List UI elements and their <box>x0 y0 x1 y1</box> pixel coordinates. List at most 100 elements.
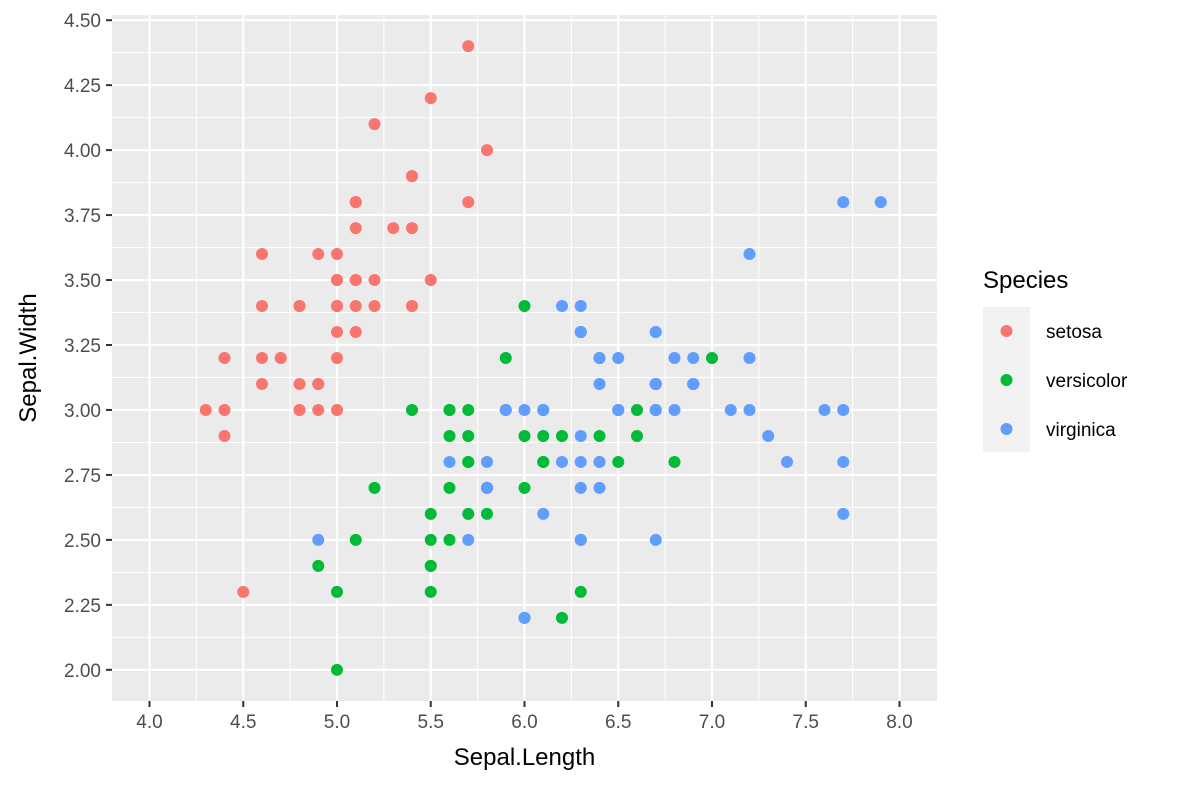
x-tick-label: 6.5 <box>605 712 631 733</box>
data-point-setosa <box>312 248 325 261</box>
data-point-setosa <box>293 403 306 416</box>
data-point-virginica <box>574 326 587 339</box>
data-point-virginica <box>574 429 587 442</box>
data-point-virginica <box>537 403 550 416</box>
data-point-virginica <box>574 300 587 313</box>
y-tick-label: 4.00 <box>64 141 101 162</box>
data-point-setosa <box>312 377 325 390</box>
data-point-virginica <box>874 196 887 209</box>
x-tick-label: 4.5 <box>230 712 256 733</box>
data-point-versicolor <box>312 559 325 572</box>
data-point-setosa <box>349 222 362 235</box>
data-point-versicolor <box>706 352 718 364</box>
data-point-setosa <box>331 326 343 339</box>
data-point-setosa <box>256 352 268 364</box>
data-point-setosa <box>331 274 343 287</box>
legend-key-setosa <box>1000 325 1013 337</box>
data-point-setosa <box>218 429 231 442</box>
x-tick-label: 8.0 <box>886 712 912 733</box>
data-point-virginica <box>837 455 850 468</box>
y-axis-title: Sepal.Width <box>15 293 42 422</box>
legend-label-setosa: setosa <box>1046 322 1102 343</box>
data-point-virginica <box>687 377 700 390</box>
data-point-setosa <box>368 274 381 287</box>
legend-key-versicolor <box>1000 374 1013 386</box>
data-point-virginica <box>593 455 606 468</box>
data-point-setosa <box>349 326 362 339</box>
data-point-virginica <box>612 352 625 364</box>
data-point-virginica <box>312 533 325 546</box>
data-point-virginica <box>443 455 456 468</box>
data-point-versicolor <box>331 585 343 598</box>
data-point-virginica <box>818 403 831 416</box>
y-tick-label: 4.50 <box>64 11 101 32</box>
x-tick-label: 6.0 <box>511 712 537 733</box>
x-tick-label: 5.0 <box>324 712 350 733</box>
data-point-virginica <box>668 352 681 364</box>
data-point-versicolor <box>462 507 475 520</box>
data-point-virginica <box>668 403 681 416</box>
data-point-virginica <box>518 611 531 624</box>
x-tick-label: 5.5 <box>418 712 444 733</box>
data-point-setosa <box>237 585 250 598</box>
data-point-setosa <box>368 118 381 131</box>
y-axis: 2.00 2.25 2.50 2.75 3.00 3.25 3.50 3.75 4.00 4.25… <box>64 11 112 682</box>
data-point-virginica <box>743 403 756 416</box>
data-point-setosa <box>406 170 418 183</box>
data-point-setosa <box>293 300 306 313</box>
data-point-virginica <box>481 455 493 468</box>
data-point-setosa <box>256 377 268 390</box>
data-point-versicolor <box>556 611 568 624</box>
data-point-setosa <box>331 352 343 364</box>
data-points <box>199 40 887 676</box>
y-tick-label: 3.25 <box>64 336 101 357</box>
data-point-virginica <box>781 455 793 468</box>
legend-label-virginica: virginica <box>1046 420 1116 441</box>
data-point-setosa <box>349 300 362 313</box>
data-point-versicolor <box>481 507 493 520</box>
data-point-versicolor <box>518 429 531 442</box>
data-point-versicolor <box>443 533 456 546</box>
data-point-virginica <box>837 403 850 416</box>
data-point-setosa <box>331 300 343 313</box>
data-point-virginica <box>556 300 568 313</box>
data-point-versicolor <box>556 429 568 442</box>
data-point-setosa <box>349 196 362 209</box>
data-point-versicolor <box>443 429 456 442</box>
y-tick-label: 2.50 <box>64 531 101 552</box>
data-point-versicolor <box>424 559 437 572</box>
data-point-versicolor <box>349 533 362 546</box>
data-point-versicolor <box>424 507 437 520</box>
legend: Species setosa versicolor virginica <box>983 267 1128 452</box>
data-point-virginica <box>593 481 606 494</box>
data-point-versicolor <box>443 481 456 494</box>
x-tick-label: 7.0 <box>699 712 725 733</box>
x-tick-label: 4.0 <box>136 712 162 733</box>
legend-items: setosa versicolor virginica <box>1000 322 1128 441</box>
x-axis: 4.0 4.5 5.0 5.5 6.0 6.5 7.0 7.5 8.0 <box>136 701 913 733</box>
y-tick-label: 3.00 <box>64 401 101 422</box>
data-point-setosa <box>349 274 362 287</box>
data-point-setosa <box>312 403 325 416</box>
data-point-setosa <box>199 403 212 416</box>
data-point-virginica <box>743 352 756 364</box>
data-point-virginica <box>593 377 606 390</box>
data-point-virginica <box>574 481 587 494</box>
data-point-virginica <box>837 196 850 209</box>
data-point-setosa <box>218 403 231 416</box>
data-point-virginica <box>837 507 850 520</box>
data-point-setosa <box>218 352 231 364</box>
data-point-setosa <box>406 222 418 235</box>
legend-label-versicolor: versicolor <box>1046 371 1128 392</box>
data-point-virginica <box>574 455 587 468</box>
data-point-virginica <box>518 403 531 416</box>
data-point-virginica <box>556 455 568 468</box>
data-point-virginica <box>499 403 512 416</box>
data-point-virginica <box>687 352 700 364</box>
data-point-versicolor <box>574 585 587 598</box>
data-point-versicolor <box>593 429 606 442</box>
data-point-versicolor <box>612 455 625 468</box>
data-point-virginica <box>612 403 625 416</box>
data-point-versicolor <box>443 403 456 416</box>
y-tick-label: 3.50 <box>64 271 101 292</box>
